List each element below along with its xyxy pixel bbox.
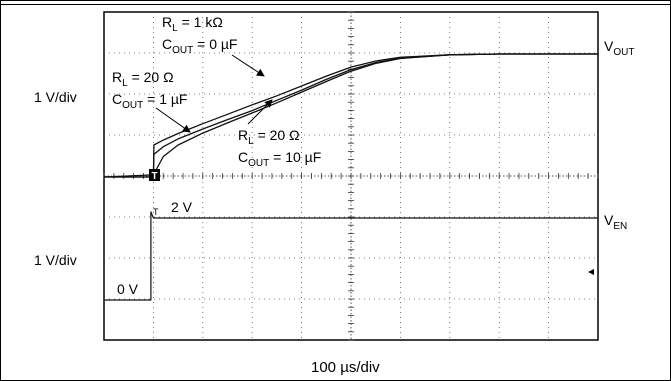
arrow-a1 bbox=[231, 54, 265, 77]
ven-high-label: 2 V bbox=[171, 199, 193, 215]
trigger-marker-label: T bbox=[151, 171, 157, 182]
annotation-a1-line2: COUT = 0 µF bbox=[162, 36, 237, 56]
channel-label-ven: VEN bbox=[604, 212, 627, 232]
ylabel-ven: 1 V/div bbox=[34, 252, 77, 268]
arrow-a3 bbox=[247, 99, 273, 125]
annotation-a2-line2: COUT = 1 µF bbox=[112, 91, 187, 111]
annotation-a3-line1: RL = 20 Ω bbox=[238, 127, 300, 147]
trigger-marker-box bbox=[149, 169, 160, 181]
ven-trigger-glyph: T bbox=[153, 207, 159, 217]
ven-ref-marker bbox=[588, 269, 594, 275]
annotation-a2-line1: RL = 20 Ω bbox=[112, 69, 174, 89]
annotation-a1-line1: RL = 1 kΩ bbox=[162, 14, 223, 34]
trace-vout-3 bbox=[103, 53, 598, 178]
ylabel-vout: 1 V/div bbox=[34, 89, 77, 105]
annotation-a3-line2: COUT = 10 µF bbox=[238, 149, 321, 169]
ven-low-label: 0 V bbox=[117, 281, 139, 297]
xlabel: 100 µs/div bbox=[311, 359, 380, 376]
channel-label-vout: VOUT bbox=[604, 38, 634, 58]
trace-ven bbox=[104, 211, 598, 301]
arrow-a2 bbox=[155, 107, 191, 133]
